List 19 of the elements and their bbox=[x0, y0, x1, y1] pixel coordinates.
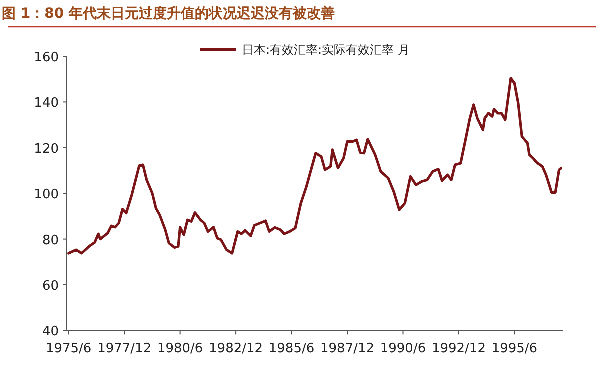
x-tick-label: 1977/12 bbox=[98, 342, 152, 357]
y-tick-label: 80 bbox=[42, 233, 59, 248]
x-tick-label: 1990/6 bbox=[380, 342, 426, 357]
y-tick-label: 100 bbox=[34, 188, 59, 203]
x-tick-label: 1987/12 bbox=[320, 342, 375, 357]
line-series bbox=[68, 77, 562, 255]
x-tick-label: 1980/6 bbox=[157, 342, 204, 357]
x-tick-label: 1992/12 bbox=[432, 342, 486, 357]
y-tick-label: 60 bbox=[42, 279, 59, 294]
chart-title: 图 1：80 年代末日元过度升值的状况迟迟没有被改善 bbox=[2, 5, 335, 22]
x-tick-label: 1995/6 bbox=[492, 342, 538, 357]
x-tick-label: 1985/6 bbox=[268, 342, 315, 357]
x-tick-label: 1982/12 bbox=[209, 342, 264, 357]
y-tick-label: 40 bbox=[42, 324, 59, 340]
legend-label: 日本:有效汇率:实际有效汇率 月 bbox=[242, 43, 410, 57]
y-tick-label: 160 bbox=[34, 50, 59, 66]
y-tick-label: 120 bbox=[34, 142, 59, 157]
x-tick-label: 1975/6 bbox=[46, 342, 92, 357]
y-tick-label: 140 bbox=[34, 96, 59, 112]
